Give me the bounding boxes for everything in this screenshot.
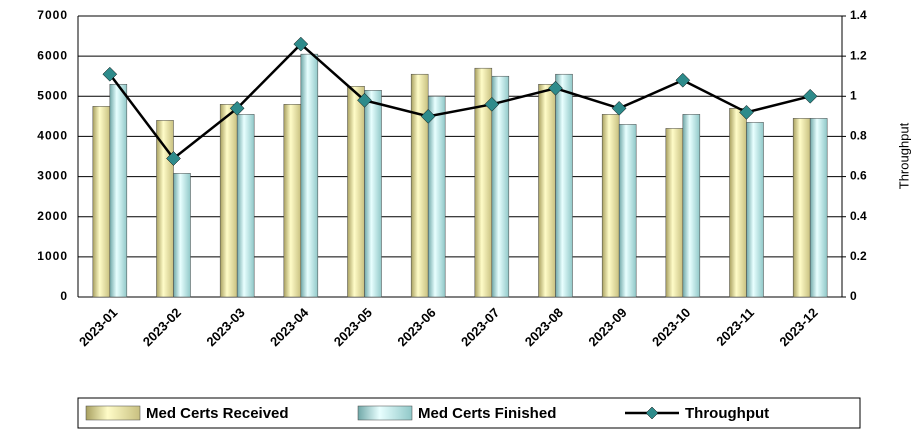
x-tick-label: 2023-07 xyxy=(458,305,502,349)
marker xyxy=(293,36,309,52)
legend-box xyxy=(77,397,861,429)
y-tick-label: 1000 xyxy=(37,249,68,263)
y-tick-label: 3000 xyxy=(37,169,68,183)
x-tick-label: 2023-11 xyxy=(713,305,757,349)
bar xyxy=(618,124,637,298)
legend-swatch xyxy=(357,405,413,421)
bar xyxy=(236,114,255,298)
x-tick-label: 2023-09 xyxy=(585,305,629,349)
bar xyxy=(219,104,238,298)
y2-tick-label: 1.4 xyxy=(850,8,867,22)
bar xyxy=(109,83,128,298)
bar xyxy=(601,114,620,298)
bar xyxy=(283,104,302,298)
x-tick-label: 2023-10 xyxy=(649,305,693,349)
y2-axis-label: Throughput xyxy=(896,122,911,189)
y-tick-label: 6000 xyxy=(37,48,68,62)
x-tick-label: 2023-03 xyxy=(203,305,247,349)
y2-tick-label: 0.6 xyxy=(850,169,867,183)
bar xyxy=(746,122,764,298)
legend-label: Med Certs Received xyxy=(146,405,289,422)
bar xyxy=(729,108,747,298)
marker xyxy=(611,100,627,116)
x-tick-label: 2023-04 xyxy=(267,304,312,349)
marker xyxy=(229,100,245,116)
marker xyxy=(739,104,754,120)
marker xyxy=(548,80,563,96)
bar xyxy=(491,75,510,298)
y2-tick-label: 1.2 xyxy=(850,48,867,62)
y-tick-label: 2000 xyxy=(37,209,68,223)
bar xyxy=(173,173,191,298)
y2-tick-label: 0.4 xyxy=(850,209,867,223)
marker xyxy=(484,96,500,112)
y-tick-label: 4000 xyxy=(37,129,68,143)
x-tick-label: 2023-05 xyxy=(331,305,375,349)
legend-marker xyxy=(645,406,659,420)
x-tick-label: 2023-01 xyxy=(76,305,120,349)
x-tick-label: 2023-06 xyxy=(394,305,438,349)
marker xyxy=(802,88,818,104)
bar xyxy=(410,73,429,298)
bar xyxy=(92,106,111,298)
marker xyxy=(166,151,181,166)
y2-tick-label: 1 xyxy=(850,88,857,102)
bar xyxy=(300,53,319,298)
x-tick-label: 2023-08 xyxy=(522,305,566,349)
y2-tick-label: 0.8 xyxy=(850,129,867,143)
bar xyxy=(682,114,701,298)
x-tick-label: 2023-12 xyxy=(776,305,820,349)
line xyxy=(108,42,811,161)
y2-tick-label: 0.2 xyxy=(850,249,867,263)
bar xyxy=(347,86,365,298)
marker xyxy=(675,72,691,88)
y-tick-label: 0 xyxy=(60,289,68,303)
bar xyxy=(427,96,446,298)
marker xyxy=(420,109,436,124)
legend-swatch xyxy=(85,405,141,421)
bar xyxy=(665,128,684,298)
marker xyxy=(102,66,118,82)
bar xyxy=(792,118,811,298)
legend-label: Throughput xyxy=(685,405,769,422)
x-tick-label: 2023-02 xyxy=(140,305,184,349)
y2-tick-label: 0 xyxy=(850,289,857,303)
bar xyxy=(364,90,382,298)
y-tick-label: 5000 xyxy=(37,88,68,102)
bar xyxy=(809,118,828,298)
legend-label: Med Certs Finished xyxy=(418,405,556,422)
marker xyxy=(357,92,372,108)
bar xyxy=(555,73,573,298)
y-tick-label: 7000 xyxy=(37,8,68,22)
bar xyxy=(538,83,556,298)
